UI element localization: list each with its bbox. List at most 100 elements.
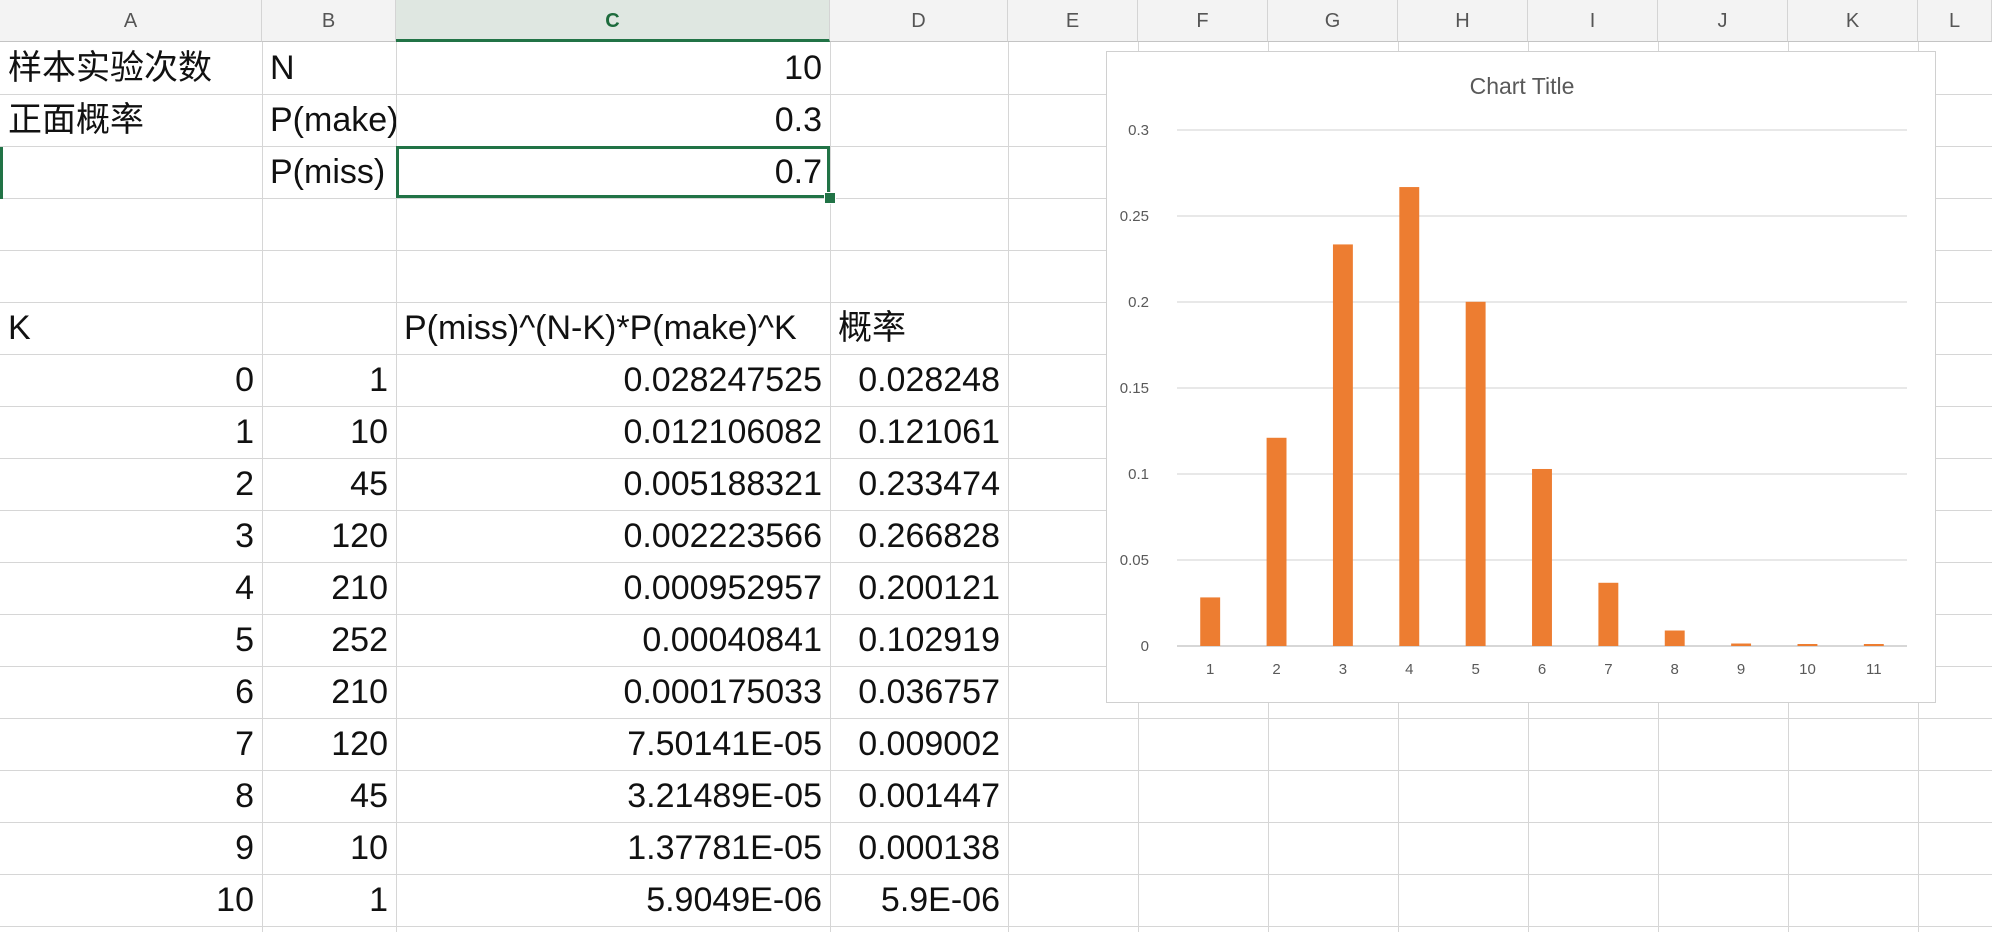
- table-cell-prob[interactable]: 0.000138: [858, 829, 1000, 867]
- table-cell-k[interactable]: 9: [235, 829, 254, 867]
- column-header-e[interactable]: E: [1008, 0, 1138, 42]
- column-header-a[interactable]: A: [0, 0, 262, 42]
- cell-b1[interactable]: N: [270, 49, 295, 87]
- cell-b2[interactable]: P(make): [270, 101, 396, 139]
- column-header-b[interactable]: B: [262, 0, 396, 42]
- column-header-k[interactable]: K: [1788, 0, 1918, 42]
- gridline: [0, 510, 1992, 511]
- table-cell-k[interactable]: 8: [235, 777, 254, 815]
- bar[interactable]: [1266, 437, 1287, 646]
- column-header-l[interactable]: L: [1918, 0, 1992, 42]
- table-cell-k[interactable]: 10: [216, 881, 254, 919]
- table-cell-comb[interactable]: 252: [331, 621, 388, 659]
- x-tick-label: 1: [1206, 661, 1214, 678]
- table-cell-term[interactable]: 0.012106082: [623, 413, 822, 451]
- y-tick-label: 0.25: [1120, 208, 1149, 225]
- cell-a2[interactable]: 正面概率: [8, 100, 144, 140]
- bar[interactable]: [1863, 644, 1884, 646]
- table-cell-comb[interactable]: 120: [331, 725, 388, 763]
- chart-title[interactable]: Chart Title: [1470, 73, 1575, 99]
- cell-c2[interactable]: 0.3: [774, 101, 822, 139]
- bar[interactable]: [1797, 644, 1818, 646]
- gridline: [0, 562, 1992, 563]
- y-tick-label: 0.2: [1128, 294, 1149, 311]
- table-cell-term[interactable]: 0.00040841: [642, 621, 822, 659]
- chart-series[interactable]: [1200, 187, 1884, 646]
- table-cell-k[interactable]: 4: [235, 569, 254, 607]
- bar[interactable]: [1332, 244, 1353, 646]
- column-header-d[interactable]: D: [830, 0, 1008, 42]
- cell-b3[interactable]: P(miss): [270, 153, 386, 191]
- table-cell-term[interactable]: 3.21489E-05: [627, 777, 822, 815]
- x-tick-label: 2: [1272, 661, 1280, 678]
- table-cell-comb[interactable]: 210: [331, 569, 388, 607]
- table-cell-comb[interactable]: 45: [350, 777, 388, 815]
- cell-a1[interactable]: 样本实验次数: [8, 48, 212, 88]
- x-tick-label: 6: [1538, 661, 1546, 678]
- table-cell-term[interactable]: 7.50141E-05: [627, 725, 822, 763]
- table-cell-k[interactable]: 5: [235, 621, 254, 659]
- table-cell-comb[interactable]: 1: [369, 361, 388, 399]
- bar[interactable]: [1465, 301, 1486, 646]
- column-header-i[interactable]: I: [1528, 0, 1658, 42]
- column-header-c[interactable]: C: [396, 0, 830, 42]
- fill-handle[interactable]: [824, 192, 836, 204]
- table-cell-comb[interactable]: 1: [369, 881, 388, 919]
- table-cell-prob[interactable]: 0.001447: [858, 777, 1000, 815]
- table-cell-comb[interactable]: 10: [350, 829, 388, 867]
- table-cell-k[interactable]: 0: [235, 361, 254, 399]
- y-tick-label: 0: [1141, 638, 1149, 655]
- table-cell-prob[interactable]: 0.233474: [858, 465, 1000, 503]
- table-cell-term[interactable]: 0.002223566: [623, 517, 822, 555]
- x-tick-label: 5: [1471, 661, 1479, 678]
- table-cell-prob[interactable]: 0.102919: [858, 621, 1000, 659]
- table-cell-comb[interactable]: 10: [350, 413, 388, 451]
- gridline: [0, 146, 1992, 147]
- column-header-h[interactable]: H: [1398, 0, 1528, 42]
- table-cell-prob[interactable]: 0.266828: [858, 517, 1000, 555]
- table-cell-prob[interactable]: 0.200121: [858, 569, 1000, 607]
- table-cell-prob[interactable]: 0.121061: [858, 413, 1000, 451]
- cell-c3[interactable]: 0.7: [774, 153, 822, 191]
- cell-d6[interactable]: 概率: [838, 308, 906, 348]
- table-cell-term[interactable]: 1.37781E-05: [627, 829, 822, 867]
- table-cell-term[interactable]: 0.005188321: [623, 465, 822, 503]
- table-cell-term[interactable]: 0.000175033: [623, 673, 822, 711]
- table-cell-prob[interactable]: 5.9E-06: [880, 881, 1000, 919]
- table-cell-term[interactable]: 0.028247525: [623, 361, 822, 399]
- table-cell-k[interactable]: 1: [235, 413, 254, 451]
- gridline: [0, 94, 1992, 95]
- table-cell-comb[interactable]: 45: [350, 465, 388, 503]
- x-tick-label: 10: [1799, 661, 1816, 678]
- table-cell-comb[interactable]: 120: [331, 517, 388, 555]
- table-cell-term[interactable]: 5.9049E-06: [646, 881, 822, 919]
- cell-c6[interactable]: P(miss)^(N-K)*P(make)^K: [404, 309, 797, 347]
- gridline: [1008, 42, 1009, 932]
- table-cell-term[interactable]: 0.000952957: [623, 569, 822, 607]
- bar[interactable]: [1731, 643, 1752, 646]
- table-cell-prob[interactable]: 0.036757: [858, 673, 1000, 711]
- table-cell-k[interactable]: 3: [235, 517, 254, 555]
- bar-chart[interactable]: Chart Title 0 0.05 0.1 0.15 0.2 0.25 0.3 1 2 3 4 5…: [1106, 51, 1936, 703]
- table-cell-k[interactable]: 2: [235, 465, 254, 503]
- x-tick-label: 7: [1604, 661, 1612, 678]
- column-header-g[interactable]: G: [1268, 0, 1398, 42]
- cell-c1[interactable]: 10: [784, 49, 822, 87]
- column-header-j[interactable]: J: [1658, 0, 1788, 42]
- bar[interactable]: [1598, 582, 1619, 646]
- column-header-f[interactable]: F: [1138, 0, 1268, 42]
- table-cell-k[interactable]: 7: [235, 725, 254, 763]
- bar[interactable]: [1664, 630, 1685, 646]
- bar[interactable]: [1399, 187, 1420, 646]
- bar[interactable]: [1200, 597, 1221, 646]
- table-cell-prob[interactable]: 0.028248: [858, 361, 1000, 399]
- cell-a6[interactable]: K: [8, 309, 31, 347]
- gridline: [0, 406, 1992, 407]
- gridline: [0, 666, 1992, 667]
- gridline: [0, 614, 1992, 615]
- table-cell-comb[interactable]: 210: [331, 673, 388, 711]
- table-cell-prob[interactable]: 0.009002: [858, 725, 1000, 763]
- bar[interactable]: [1532, 468, 1552, 646]
- table-cell-k[interactable]: 6: [235, 673, 254, 711]
